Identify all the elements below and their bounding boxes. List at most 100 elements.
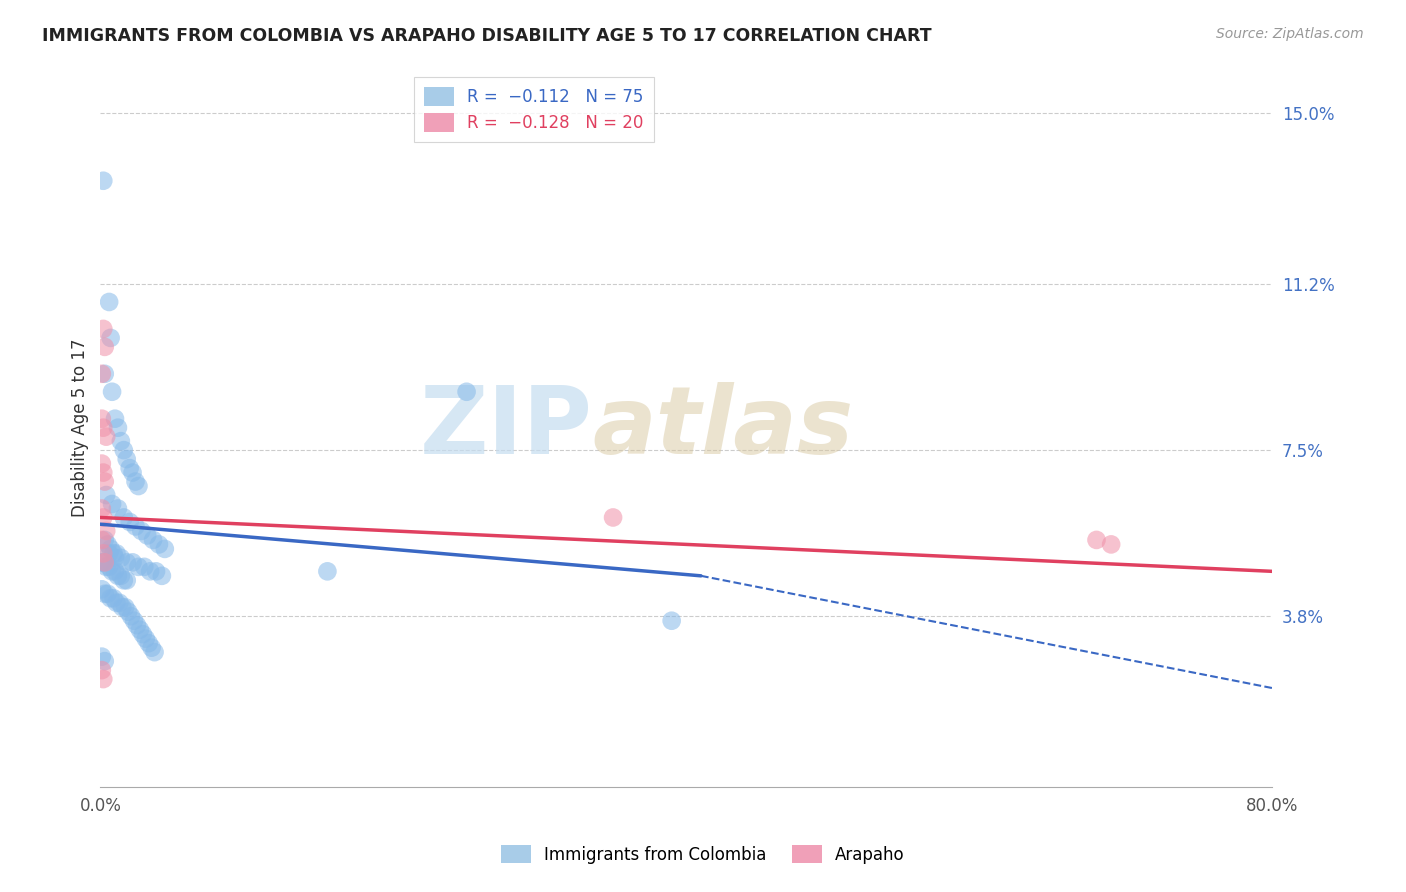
Text: IMMIGRANTS FROM COLOMBIA VS ARAPAHO DISABILITY AGE 5 TO 17 CORRELATION CHART: IMMIGRANTS FROM COLOMBIA VS ARAPAHO DISA… [42,27,932,45]
Point [148,537,170,551]
Point [93,367,115,381]
Point [115,555,138,569]
Point [112,574,135,588]
Point [127,479,149,493]
Point [129,623,152,637]
Point [141,640,163,655]
Point [118,515,141,529]
Point [110,550,132,565]
Point [136,528,159,542]
Point [104,411,127,425]
Point [104,550,127,565]
Point [143,645,166,659]
Point [150,569,173,583]
Point [91,174,114,188]
Point [101,565,124,579]
Point [90,367,112,381]
Point [107,420,129,434]
Legend: R =  −0.112   N = 75, R =  −0.128   N = 20: R = −0.112 N = 75, R = −0.128 N = 20 [415,77,654,142]
Point [90,663,112,677]
Point [96,559,118,574]
Point [93,587,115,601]
Point [90,533,112,547]
Point [91,546,114,560]
Point [90,457,112,471]
Point [93,654,115,668]
Point [602,510,624,524]
Point [98,295,121,310]
Point [105,546,128,560]
Point [100,331,122,345]
Point [105,596,128,610]
Point [91,420,114,434]
Point [142,533,165,547]
Point [93,340,115,354]
Point [121,555,143,569]
Point [107,569,129,583]
Point [104,565,127,579]
Point [138,636,160,650]
Point [96,430,118,444]
Point [91,466,114,480]
Point [131,524,153,538]
Point [124,475,146,489]
Point [90,555,112,569]
Point [135,632,157,646]
Point [661,614,683,628]
Point [1085,533,1108,547]
Legend: Immigrants from Colombia, Arapaho: Immigrants from Colombia, Arapaho [495,838,911,871]
Point [97,537,120,551]
Point [100,541,122,556]
Point [1099,537,1122,551]
Point [316,565,339,579]
Text: ZIP: ZIP [419,382,592,474]
Point [103,591,125,606]
Text: atlas: atlas [592,382,853,474]
Point [115,452,138,467]
Y-axis label: Disability Age 5 to 17: Disability Age 5 to 17 [72,338,89,517]
Point [110,434,132,449]
Point [117,605,139,619]
Point [118,461,141,475]
Point [91,322,114,336]
Point [90,501,112,516]
Point [93,533,115,547]
Point [115,574,138,588]
Point [114,600,136,615]
Point [96,488,118,502]
Point [108,596,131,610]
Point [112,443,135,458]
Text: Source: ZipAtlas.com: Source: ZipAtlas.com [1216,27,1364,41]
Point [456,384,478,399]
Point [112,510,135,524]
Point [100,591,122,606]
Point [122,614,145,628]
Point [90,649,112,664]
Point [124,519,146,533]
Point [96,524,118,538]
Point [145,565,167,579]
Point [90,582,112,597]
Point [127,559,149,574]
Point [93,475,115,489]
Point [111,600,134,615]
Point [107,501,129,516]
Point [90,411,112,425]
Point [101,384,124,399]
Point [91,510,114,524]
Point [98,546,121,560]
Point [101,497,124,511]
Point [139,565,162,579]
Point [91,555,114,569]
Point [132,627,155,641]
Point [153,541,176,556]
Point [121,466,143,480]
Point [110,569,132,583]
Point [120,609,142,624]
Point [91,672,114,686]
Point [103,546,125,560]
Point [125,618,148,632]
Point [98,559,121,574]
Point [93,555,115,569]
Point [97,587,120,601]
